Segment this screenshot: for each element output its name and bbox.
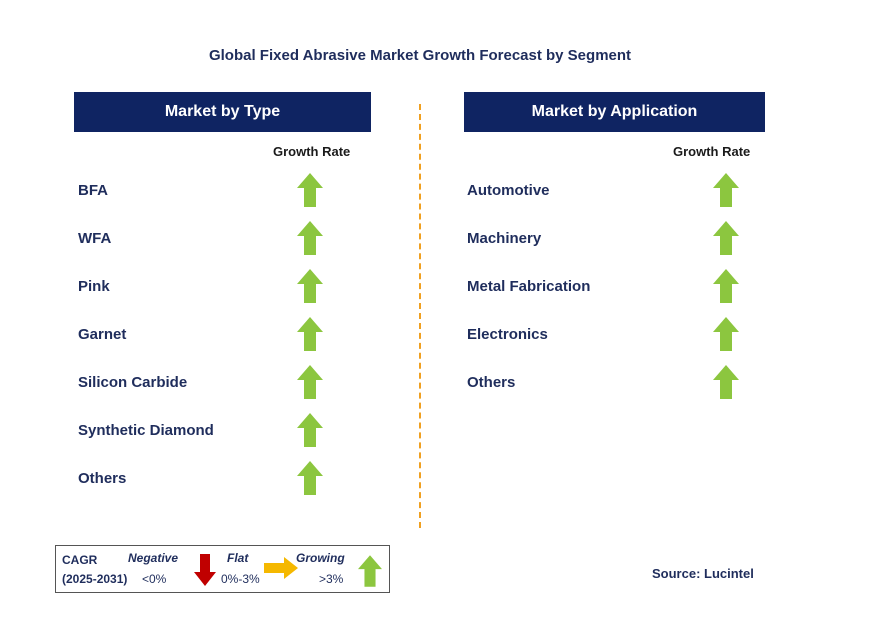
segment-label: BFA: [78, 182, 108, 199]
legend-negative-range: <0%: [142, 572, 167, 586]
panel-header-application: Market by Application: [464, 92, 765, 132]
segment-label: Others: [78, 470, 127, 487]
green-up-arrow-icon: [713, 173, 739, 207]
legend-negative-label: Negative: [128, 551, 179, 565]
growth-rate-column-label: Growth Rate: [273, 144, 351, 159]
green-up-arrow-icon: [713, 269, 739, 303]
green-up-arrow-icon: [297, 461, 323, 495]
panel-header-type: Market by Type: [74, 92, 371, 132]
green-up-arrow-icon: [297, 269, 323, 303]
panel-divider: [419, 104, 421, 528]
legend-period: (2025-2031): [62, 572, 128, 586]
red-down-arrow-icon: [194, 554, 216, 586]
legend-flat-label: Flat: [227, 551, 249, 565]
green-up-arrow-icon: [297, 173, 323, 207]
green-up-arrow-icon: [297, 365, 323, 399]
source-note: Source: Lucintel: [652, 566, 754, 581]
growth-rate-column-label: Growth Rate: [673, 144, 751, 159]
segment-label: Pink: [78, 278, 110, 295]
legend-cagr-label: CAGR: [62, 553, 98, 567]
orange-right-arrow-icon: [264, 557, 298, 579]
segment-label: Silicon Carbide: [78, 374, 188, 391]
segment-label: Metal Fabrication: [467, 278, 591, 295]
segment-label: Automotive: [467, 182, 550, 199]
segment-label: Others: [467, 374, 516, 391]
green-up-arrow-icon: [297, 413, 323, 447]
green-up-arrow-icon: [713, 365, 739, 399]
segment-label: Garnet: [78, 326, 127, 343]
segment-label: Machinery: [467, 230, 542, 247]
green-up-arrow-icon: [713, 221, 739, 255]
green-up-arrow-icon: [297, 221, 323, 255]
segment-label: Electronics: [467, 326, 548, 343]
legend-growing-label: Growing: [296, 551, 345, 565]
legend-flat-range: 0%-3%: [221, 572, 260, 586]
cagr-legend: CAGR (2025-2031) Negative <0% Flat 0%-3%…: [55, 545, 390, 593]
green-up-arrow-icon: [297, 317, 323, 351]
green-up-arrow-icon: [713, 317, 739, 351]
segment-label: Synthetic Diamond: [78, 422, 214, 439]
chart-title: Global Fixed Abrasive Market Growth Fore…: [208, 47, 632, 64]
green-up-arrow-icon: [358, 555, 382, 587]
legend-growing-range: >3%: [319, 572, 344, 586]
segment-label: WFA: [78, 230, 112, 247]
